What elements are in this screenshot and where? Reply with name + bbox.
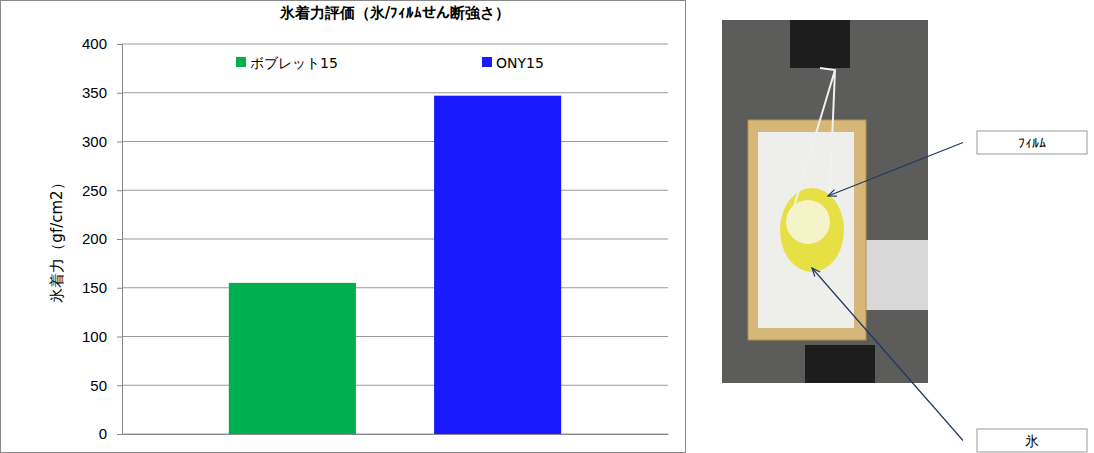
y-tick-label: 100 — [82, 328, 107, 345]
y-tick: 350 — [82, 84, 122, 101]
legend-background — [233, 53, 341, 73]
y-tick-mark — [117, 142, 122, 143]
annotation-arrow — [828, 143, 963, 197]
grid-line — [122, 44, 668, 45]
y-tick-label: 300 — [82, 133, 107, 150]
grid-line — [122, 385, 668, 386]
legend-swatch — [482, 57, 492, 67]
annotation-arrowhead — [812, 268, 820, 277]
legend-item: ONY15 — [479, 53, 547, 73]
annotation-box — [977, 131, 1087, 154]
y-axis-title: 氷着力（gf/cm2） — [48, 175, 66, 302]
y-axis: 0 50 100 150 200 250 300 350 400 — [82, 35, 123, 442]
y-tick-label: 200 — [82, 230, 107, 247]
photo-clamp-bottom — [805, 345, 875, 383]
y-tick-label: 0 — [99, 425, 107, 442]
annotation-label: 氷 — [1025, 433, 1039, 449]
y-tick: 250 — [82, 182, 122, 199]
y-tick-label: 150 — [82, 279, 107, 296]
annotation-arrow — [812, 268, 963, 441]
y-tick-mark — [117, 93, 122, 94]
legend: ボブレット15 ONY15 — [233, 53, 547, 73]
y-tick: 150 — [82, 279, 122, 296]
legend-label: ONY15 — [496, 55, 544, 71]
y-tick: 100 — [82, 328, 122, 345]
y-tick: 50 — [90, 377, 122, 394]
photo-film-inner — [758, 132, 854, 328]
title: 氷着力評価（氷/ﾌｨﾙﾑせん断強さ） — [279, 4, 510, 22]
legend-background — [479, 53, 547, 73]
y-axis-line — [117, 45, 123, 435]
y-tick-mark — [117, 239, 122, 240]
chart: 0 50 100 150 200 250 300 350 400 氷着力評価（氷/ﾌｨﾙﾑせん断強… — [0, 0, 1094, 453]
legend-item: ボブレット15 — [233, 53, 341, 73]
annotation-arrowhead — [828, 190, 837, 197]
photo-film — [748, 120, 866, 340]
bars — [229, 96, 561, 434]
y-tick: 200 — [82, 230, 122, 247]
annotation-label: ﾌｨﾙﾑ — [1018, 135, 1046, 151]
y-tick-mark — [117, 190, 122, 191]
annotations: ﾌｨﾙﾑ 氷 — [812, 131, 1087, 452]
photo-ice — [780, 188, 844, 272]
x-axis — [123, 434, 669, 436]
y-tick-label: 350 — [82, 84, 107, 101]
grid-line — [122, 190, 668, 191]
photo-string — [790, 68, 835, 220]
annotation-box — [977, 429, 1087, 452]
grid-line — [122, 239, 668, 240]
photo — [722, 20, 928, 383]
legend-swatch — [236, 57, 246, 67]
grid-line — [122, 141, 668, 142]
chart-frame — [1, 1, 686, 453]
photo-clamp-top — [790, 20, 850, 68]
y-tick: 300 — [82, 133, 122, 150]
grid-line — [122, 336, 668, 337]
grid-line — [122, 92, 668, 93]
y-tick-mark — [117, 434, 122, 435]
bar — [434, 96, 561, 434]
y-tick-label: 250 — [82, 182, 107, 199]
y-tick-label: 400 — [82, 35, 107, 52]
photo-ice-core — [786, 200, 830, 244]
x-axis-line — [123, 434, 669, 435]
grid-line — [122, 434, 668, 435]
legend-label: ボブレット15 — [250, 55, 338, 71]
bar — [229, 283, 356, 434]
y-tick-label: 50 — [90, 377, 107, 394]
photo-background — [722, 20, 928, 383]
y-tick: 400 — [82, 35, 122, 52]
y-tick-mark — [117, 44, 122, 45]
y-tick-mark — [117, 385, 122, 386]
y-tick: 0 — [99, 425, 122, 442]
grid — [122, 44, 668, 434]
y-tick-mark — [117, 288, 122, 289]
grid-line — [122, 287, 668, 288]
y-tick-mark — [117, 337, 122, 338]
